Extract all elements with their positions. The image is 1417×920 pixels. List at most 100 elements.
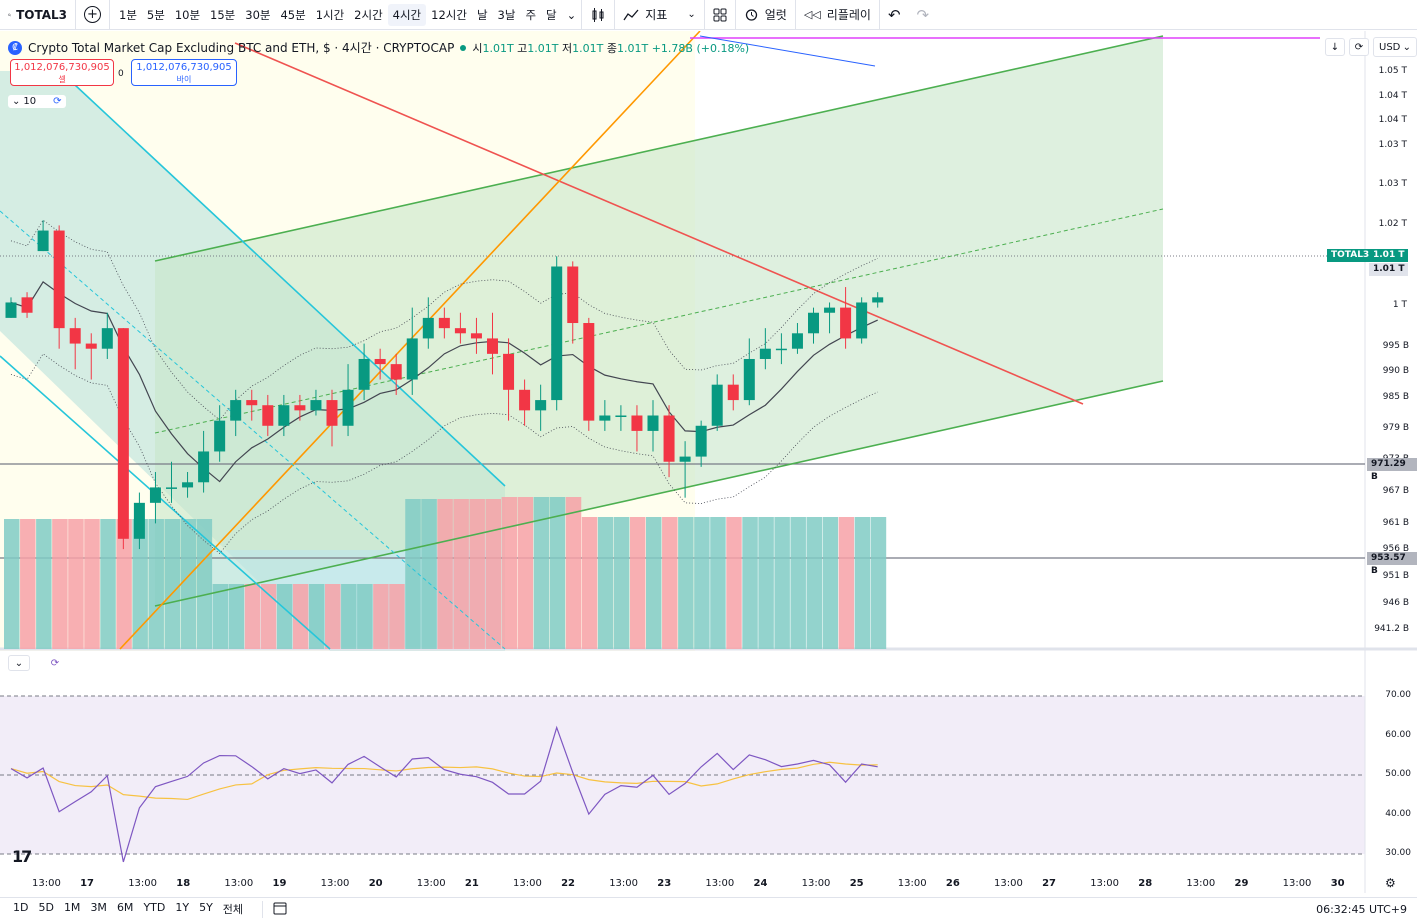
time-label: 30	[1330, 878, 1345, 889]
volume-bar	[325, 584, 341, 649]
last-price-badge: 1.01 T	[1369, 249, 1409, 262]
candle-body	[101, 328, 113, 349]
price-label: 995 B	[1382, 341, 1409, 351]
settings-icon[interactable]: ⚙	[1385, 876, 1396, 890]
indicators-icon	[623, 9, 639, 20]
volume-bar	[742, 517, 758, 649]
interval-6[interactable]: 1시간	[315, 7, 345, 22]
range-6[interactable]: 1Y	[175, 901, 190, 914]
interval-0[interactable]: 1분	[119, 7, 137, 22]
reset-button[interactable]: ⟳	[1349, 38, 1369, 56]
candle-body	[647, 415, 659, 431]
volume-bar	[549, 497, 566, 649]
alarm-clock-icon	[745, 9, 757, 21]
interval-5[interactable]: 45분	[280, 7, 306, 22]
chevron-down-icon[interactable]: ⌄	[566, 7, 577, 22]
candle-body	[519, 389, 531, 411]
sell-button[interactable]: 1,012,076,730,905 셀	[10, 59, 114, 86]
volume-bar	[276, 584, 293, 649]
indicators-button[interactable]: 지표 ⌄	[614, 0, 703, 29]
indicator-collapse-button[interactable]: ⌄ 10 ⟳	[8, 95, 66, 108]
volume-bar	[469, 499, 485, 649]
time-label: 22	[561, 878, 576, 889]
replay-button[interactable]: ◁◁ 리플레이	[794, 0, 879, 29]
range-7[interactable]: 5Y	[199, 901, 213, 914]
volume-bar	[116, 519, 132, 649]
candle-body	[390, 364, 402, 380]
volume-bar	[726, 517, 742, 649]
interval-13[interactable]: 달	[546, 7, 557, 22]
redo-icon: ↷	[916, 5, 930, 24]
layouts-button[interactable]	[703, 0, 735, 29]
interval-12[interactable]: 주	[525, 7, 537, 22]
interval-4[interactable]: 30분	[245, 7, 271, 22]
range-2[interactable]: 1M	[63, 901, 81, 914]
volume-bar	[758, 517, 774, 649]
time-label: 13:00	[416, 878, 446, 889]
interval-1[interactable]: 5분	[146, 7, 165, 22]
alert-button[interactable]: 얼럿	[734, 0, 795, 29]
buy-label: 바이	[176, 75, 192, 84]
sell-price: 1,012,076,730,905	[14, 62, 110, 73]
layout-icon	[713, 8, 727, 21]
volume-bar	[597, 517, 614, 649]
chevron-down-icon[interactable]: ⌄	[8, 655, 30, 671]
candle-body	[374, 358, 386, 365]
level-badge-2: 953.57 B	[1367, 552, 1417, 576]
range-1[interactable]: 5D	[38, 901, 54, 914]
redo-button[interactable]: ↷	[909, 0, 938, 29]
last-price-badge-2: 1.01 T	[1369, 263, 1409, 276]
interval-2[interactable]: 10분	[174, 7, 201, 22]
volume-bar	[341, 584, 357, 649]
volume-bar	[20, 519, 36, 649]
interval-3[interactable]: 15분	[210, 7, 236, 22]
time-label: 13:00	[609, 878, 639, 889]
clock[interactable]: 06:32:45 UTC+9	[1316, 902, 1407, 916]
interval-9[interactable]: 12시간	[431, 7, 467, 22]
candle-body	[503, 353, 515, 390]
scroll-down-button[interactable]: ↓	[1325, 38, 1345, 56]
range-3[interactable]: 3M	[90, 901, 107, 914]
compare-button[interactable]: +	[76, 0, 110, 29]
rsi-label: 30.00	[1385, 848, 1411, 858]
interval-8[interactable]: 4시간	[387, 3, 427, 26]
undo-button[interactable]: ↶	[878, 0, 909, 29]
range-0[interactable]: 1D	[13, 901, 29, 914]
candle-body	[487, 338, 498, 354]
volume-bar	[533, 497, 550, 649]
chart-area[interactable]: ₡ Crypto Total Market Cap Excluding BTC …	[0, 31, 1417, 893]
chart-type-button[interactable]	[581, 0, 614, 29]
buy-button[interactable]: 1,012,076,730,905 바이	[131, 59, 237, 86]
volume-bar	[437, 499, 453, 649]
date-range-button[interactable]	[262, 900, 287, 918]
time-label: 13:00	[1090, 878, 1120, 889]
symbol-search[interactable]: TOTAL3	[0, 0, 76, 29]
interval-10[interactable]: 날	[476, 7, 488, 22]
time-label: 29	[1234, 878, 1249, 889]
candle-body	[37, 230, 49, 252]
price-chart[interactable]	[0, 31, 1417, 893]
candle-body	[727, 384, 739, 401]
candle-body	[679, 456, 691, 462]
volume-bar	[565, 497, 582, 649]
refresh-icon[interactable]: ⟳	[44, 655, 66, 671]
range-4[interactable]: 6M	[116, 901, 134, 914]
currency-select[interactable]: USD ⌄	[1373, 37, 1417, 57]
rsi-label: 50.00	[1385, 769, 1411, 779]
interval-7[interactable]: 2시간	[354, 7, 383, 22]
candle-body	[358, 358, 370, 390]
top-toolbar: TOTAL3 + 1분 5분 10분 15분 30분 45분 1시간 2시간 4시간 12시간 날 3…	[0, 0, 1417, 30]
status-dot-icon	[460, 44, 467, 51]
candle-body	[214, 420, 226, 452]
channel-upper-line	[154, 35, 1164, 262]
time-label: 13:00	[32, 878, 61, 889]
rsi-ma-line	[10, 761, 878, 801]
interval-11[interactable]: 3날	[497, 7, 516, 22]
candle-body	[470, 333, 482, 339]
price-label: 956 B	[1382, 544, 1409, 554]
range-5[interactable]: YTD	[143, 901, 166, 914]
price-label: 946 B	[1382, 598, 1409, 608]
legend-ohlc: 시1.01T 고1.01T 저1.01T 종1.01T +1.78B (+0.1…	[472, 41, 750, 55]
range-8[interactable]: 전체	[222, 903, 244, 916]
candle-body	[198, 451, 210, 483]
